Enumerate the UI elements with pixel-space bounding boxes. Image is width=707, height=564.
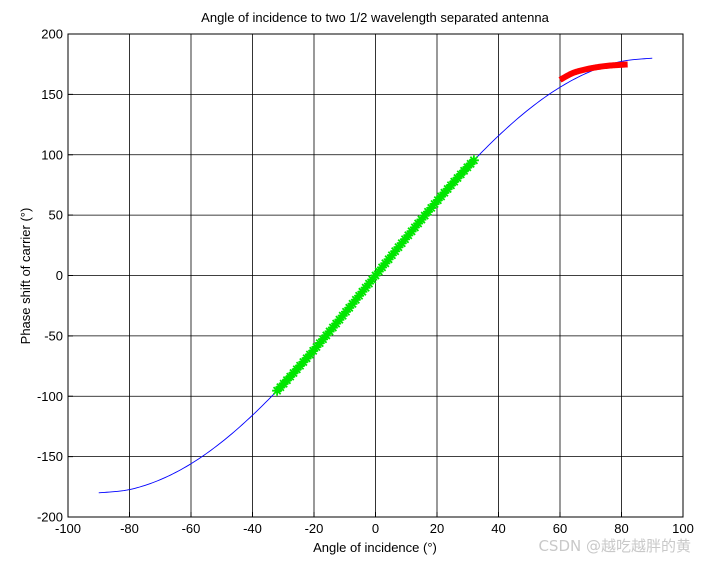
x-tick-label: 0: [372, 521, 379, 536]
data-point: [340, 306, 351, 317]
data-point: [406, 226, 417, 237]
y-tick-label: -200: [37, 510, 63, 525]
y-tick-label: 100: [41, 147, 63, 162]
y-tick-label: 50: [49, 208, 63, 223]
y-tick-label: -100: [37, 389, 63, 404]
data-point: [308, 345, 319, 356]
data-point: [354, 290, 365, 301]
data-point: [468, 155, 479, 166]
data-point: [357, 286, 368, 297]
data-point: [377, 262, 388, 273]
data-point: [422, 206, 433, 217]
data-point: [413, 218, 424, 229]
data-point: [400, 234, 411, 245]
data-point: [426, 202, 437, 213]
x-tick-label: 40: [491, 521, 505, 536]
watermark-text: CSDN @越吃越胖的黄: [538, 537, 691, 555]
y-tick-label: -50: [44, 328, 63, 343]
data-point: [360, 282, 371, 293]
data-point: [327, 322, 338, 333]
data-point: [393, 242, 404, 253]
data-point: [337, 310, 348, 321]
data-point: [416, 214, 427, 225]
data-point: [419, 210, 430, 221]
data-point: [370, 270, 381, 281]
data-point: [331, 318, 342, 329]
series-line-2: [558, 61, 628, 83]
data-point: [321, 330, 332, 341]
data-point: [396, 238, 407, 249]
x-tick-label: -40: [243, 521, 262, 536]
x-tick-label: 60: [553, 521, 567, 536]
data-point: [403, 230, 414, 241]
data-point: [373, 266, 384, 277]
data-point: [334, 314, 345, 325]
x-tick-label: 20: [430, 521, 444, 536]
y-axis-label: Phase shift of carrier (°): [18, 208, 33, 345]
y-tick-label: 200: [41, 27, 63, 42]
series-layer: [98, 57, 653, 494]
x-tick-label: 100: [672, 521, 694, 536]
chart-title: Angle of incidence to two 1/2 wavelength…: [201, 10, 549, 25]
x-tick-label: -60: [182, 521, 201, 536]
data-point: [314, 338, 325, 349]
x-tick-label: -100: [55, 521, 81, 536]
data-point: [386, 250, 397, 261]
data-point: [429, 199, 440, 210]
data-point: [311, 341, 322, 352]
y-tick-label: 150: [41, 87, 63, 102]
x-tick-label: -20: [305, 521, 324, 536]
data-point: [347, 298, 358, 309]
data-point: [344, 302, 355, 313]
data-point: [390, 246, 401, 257]
x-tick-label: 80: [614, 521, 628, 536]
data-point: [318, 334, 329, 345]
data-point: [383, 254, 394, 265]
data-point: [350, 294, 361, 305]
data-point: [367, 274, 378, 285]
x-tick-label: -80: [120, 521, 139, 536]
data-point: [363, 278, 374, 289]
axis-ticks: -100 -80 -60 -40 -20 0 20 40 60 80 100-200-150-100…: [37, 27, 694, 537]
data-point: [380, 258, 391, 269]
data-point: [324, 326, 335, 337]
y-tick-label: -150: [37, 449, 63, 464]
x-axis-label: Angle of incidence (°): [313, 540, 437, 555]
data-point: [409, 222, 420, 233]
y-tick-label: 0: [56, 268, 63, 283]
